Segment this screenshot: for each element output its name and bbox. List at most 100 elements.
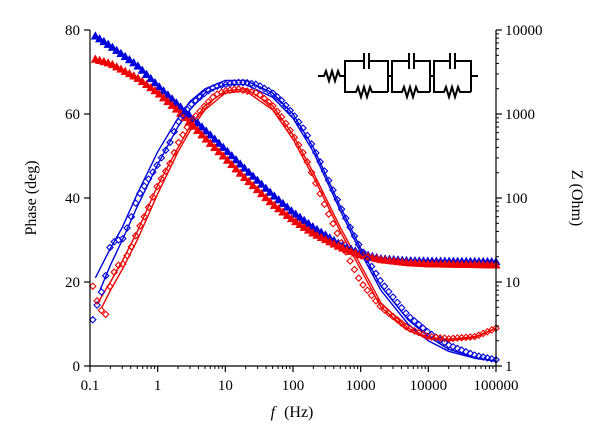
y-right-axis-title: Z (Ohm): [568, 170, 585, 226]
triangle-marker-blue: [141, 69, 152, 78]
diamond-marker-red: [243, 87, 252, 96]
triangle-marker-blue: [103, 39, 113, 48]
y-right-tick-label: 100: [505, 191, 528, 207]
diamond-marker-red: [277, 113, 286, 121]
diamond-marker-red: [183, 123, 192, 132]
diamond-marker-red: [286, 126, 294, 135]
diamond-marker-red: [320, 200, 329, 209]
diamond-marker-red: [140, 212, 149, 221]
triangle-marker-red: [239, 172, 250, 182]
y-right-tick-label: 1: [505, 359, 513, 375]
diamond-marker-blue: [397, 303, 406, 312]
triangle-marker-blue: [261, 183, 271, 192]
rc-element-2-icon: [391, 53, 434, 101]
diamond-marker-red: [414, 328, 423, 337]
triangle-marker-red: [129, 71, 139, 80]
diamond-marker-red: [101, 310, 110, 319]
diamond-marker-blue: [350, 232, 359, 240]
triangle-marker-red: [137, 76, 147, 85]
diamond-marker-blue: [341, 214, 350, 223]
triangle-marker-red: [231, 164, 241, 173]
diamond-marker-blue: [359, 248, 367, 257]
diamond-marker-blue: [106, 243, 114, 252]
triangle-marker-blue: [244, 167, 254, 176]
x-tick-label: 100000: [474, 378, 519, 394]
diamond-marker-blue: [200, 89, 209, 98]
diamond-marker-blue: [247, 79, 256, 88]
diamond-marker-red: [204, 97, 213, 106]
x-axis-title-unit: (Hz): [284, 404, 313, 421]
triangle-marker-blue: [265, 187, 275, 196]
diamond-marker-red: [337, 238, 346, 247]
diamond-marker-red: [324, 210, 333, 218]
triangle-marker-red: [214, 146, 224, 156]
diamond-marker-blue: [153, 161, 162, 170]
triangle-marker-red: [193, 125, 203, 135]
fit-line-blue: [94, 79, 497, 362]
diamond-marker-blue: [466, 349, 475, 358]
triangle-marker-red: [261, 192, 271, 202]
diamond-marker-red: [333, 229, 342, 238]
diamond-marker-blue: [427, 330, 436, 339]
diamond-marker-red: [316, 189, 325, 198]
diamond-marker-red: [200, 102, 209, 111]
diamond-marker-blue: [337, 205, 346, 214]
diamond-marker-red: [110, 268, 119, 276]
y-left-tick-label: 20: [65, 275, 80, 291]
diamond-marker-blue: [277, 96, 286, 105]
triangle-marker-red: [244, 176, 254, 186]
diamond-marker-blue: [414, 320, 423, 329]
triangle-marker-red: [291, 216, 301, 226]
diamond-marker-blue: [260, 84, 269, 93]
fit-line-red: [97, 88, 497, 341]
diamond-marker-blue: [474, 352, 483, 361]
diamond-marker-red: [187, 116, 196, 125]
diamond-marker-blue: [127, 212, 136, 221]
triangle-marker-red: [218, 151, 228, 160]
diamond-marker-blue: [264, 86, 273, 95]
diamond-marker-red: [363, 286, 372, 295]
triangle-marker-blue: [205, 130, 216, 139]
diamond-marker-red: [166, 159, 174, 168]
diamond-marker-red: [273, 107, 282, 116]
triangle-marker-red: [141, 79, 152, 89]
diamond-marker-blue: [440, 338, 449, 347]
diamond-marker-red: [367, 291, 376, 300]
triangle-marker-blue: [248, 171, 258, 180]
diamond-marker-blue: [363, 255, 372, 264]
diamond-marker-blue: [204, 86, 213, 95]
triangle-marker-blue: [227, 150, 237, 160]
diamond-marker-blue: [140, 182, 149, 191]
rc-element-1-icon: [344, 53, 392, 101]
diamond-marker-red: [311, 179, 320, 187]
diamond-marker-red: [397, 319, 406, 328]
diamond-marker-red: [384, 309, 393, 318]
x-tick-label: 100: [282, 378, 305, 394]
triangle-marker-red: [222, 155, 233, 164]
triangle-marker-red: [163, 96, 173, 106]
triangle-marker-blue: [112, 45, 122, 54]
triangle-marker-blue: [116, 48, 126, 58]
diamond-marker-blue: [187, 100, 196, 109]
equivalent-circuit-inset: [318, 53, 478, 101]
diamond-marker-red: [299, 148, 307, 157]
triangle-marker-blue: [252, 175, 262, 184]
diamond-marker-red: [419, 330, 427, 339]
triangle-marker-blue: [94, 33, 105, 43]
x-tick-label: 10000: [410, 378, 448, 394]
triangle-marker-blue: [133, 61, 143, 70]
diamond-marker-blue: [457, 346, 466, 354]
triangle-marker-red: [303, 225, 314, 234]
diamond-marker-blue: [101, 271, 110, 280]
triangle-marker-blue: [107, 42, 118, 51]
diamond-marker-blue: [376, 276, 385, 285]
triangle-marker-blue: [278, 198, 288, 207]
diamond-marker-blue: [449, 342, 457, 351]
diamond-marker-blue: [354, 240, 363, 249]
resistor-series-icon: [318, 67, 345, 85]
diamond-marker-blue: [157, 153, 166, 162]
diamond-marker-red: [410, 327, 419, 335]
triangle-marker-blue: [120, 51, 130, 61]
diamond-marker-blue: [269, 89, 277, 98]
triangle-marker-red: [235, 168, 245, 177]
